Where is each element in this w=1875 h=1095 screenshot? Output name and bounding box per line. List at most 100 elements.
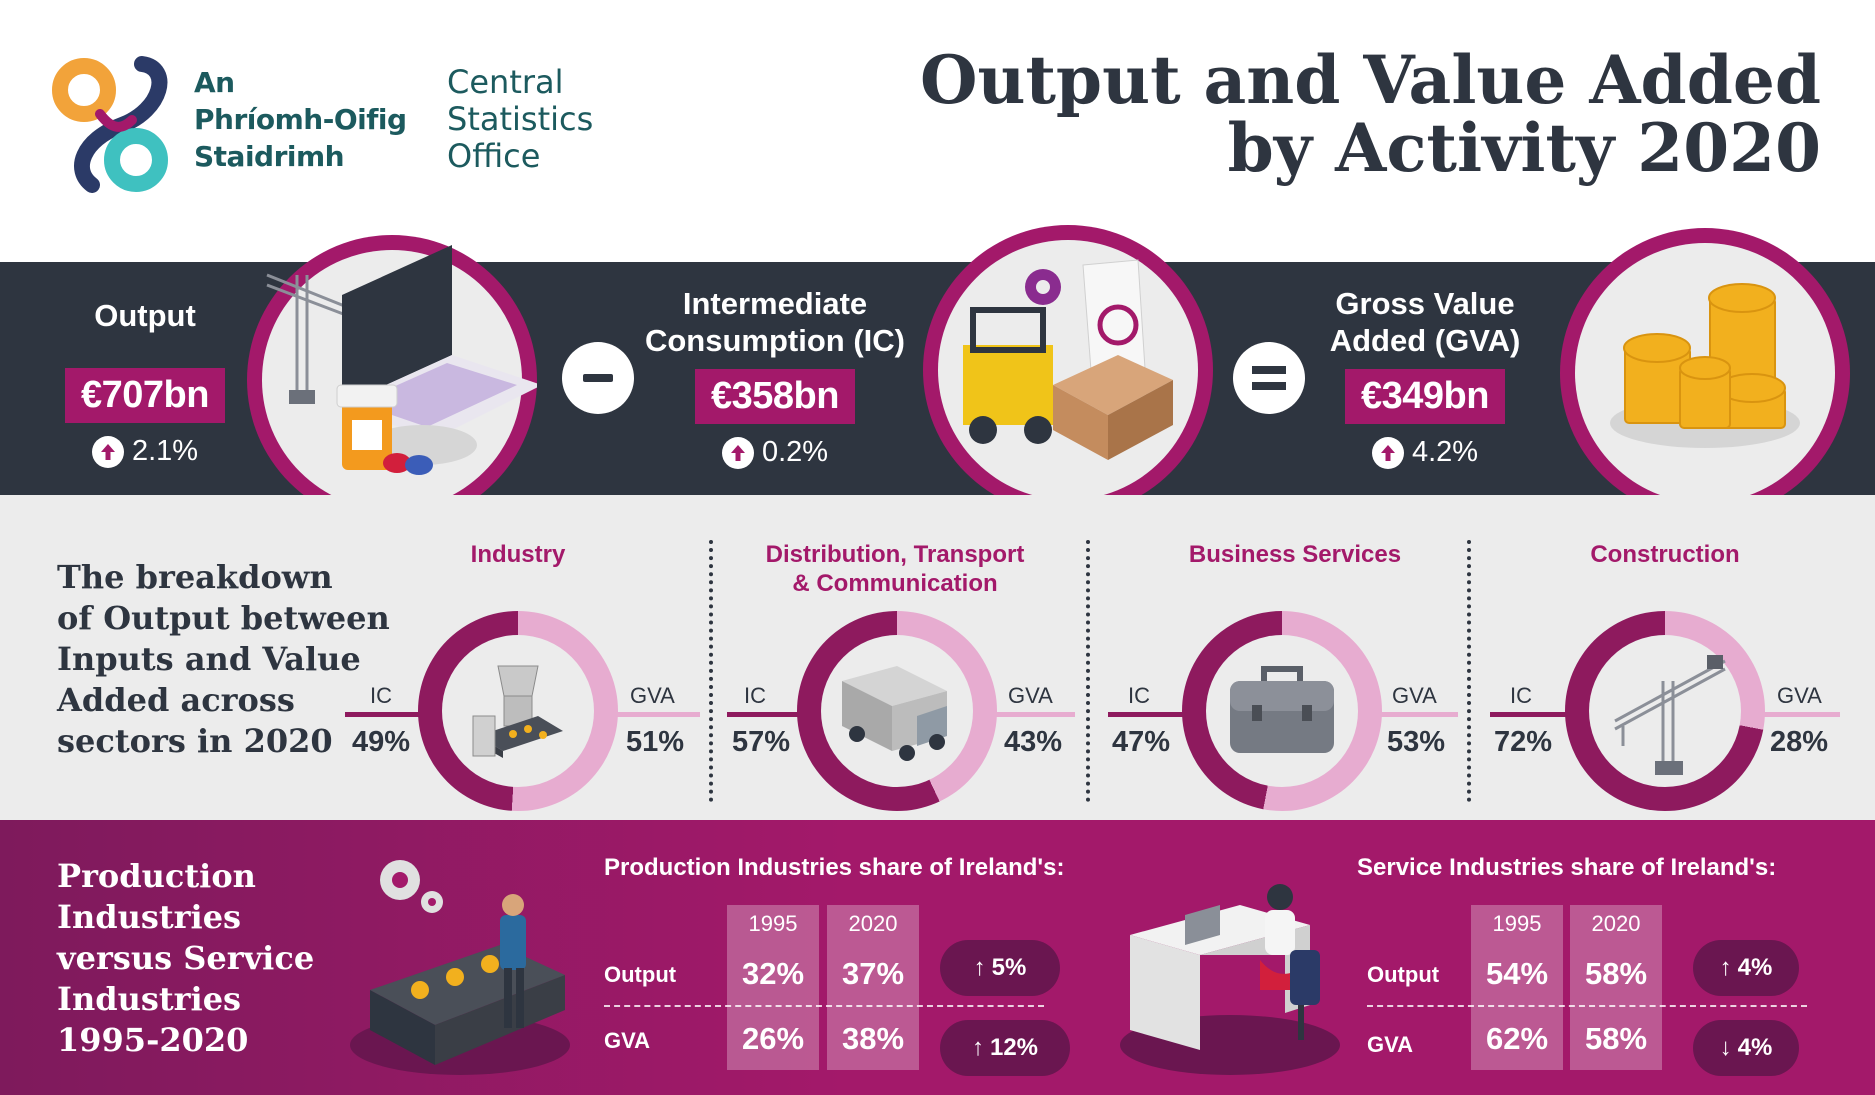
output-metric: Output €707bn 2.1% [50, 297, 240, 468]
equals-icon [1252, 366, 1286, 390]
logo-english-name: Central Statistics Office [447, 63, 594, 175]
ic-percent: 57% [732, 726, 791, 758]
output-change: 2.1% [50, 435, 240, 468]
production-line-worker-icon [350, 860, 570, 1075]
comparison-title: Production Industries versus Service Ind… [57, 857, 315, 1059]
services-col-2020 [1570, 905, 1662, 1070]
ic-label: IC [1510, 683, 1532, 708]
ic-line [1108, 712, 1188, 717]
ic-line [1490, 712, 1570, 717]
gva-line [1378, 712, 1458, 717]
gva-percent: 53% [1387, 726, 1446, 758]
sector-title-business-services: Business Services [1188, 541, 1402, 568]
row-divider [604, 1005, 1044, 1007]
ic-line [727, 712, 807, 717]
ic-percent: 72% [1494, 726, 1553, 758]
services-gva-1995: 62% [1485, 1021, 1549, 1056]
gva-percent: 28% [1770, 726, 1829, 758]
briefcase-icon [1230, 666, 1334, 753]
sector-title-distribution: Distribution, Transport & Communication [765, 541, 1025, 597]
ic-value: €358bn [695, 369, 855, 424]
sector-title-industry: Industry [470, 541, 566, 568]
production-col-2020 [827, 905, 919, 1070]
arrow-up-icon [721, 436, 754, 469]
equals-operator [1233, 342, 1305, 414]
industry-machine-icon [472, 665, 563, 758]
year-label-1995: 1995 [748, 911, 798, 936]
sector-divider [709, 540, 713, 802]
arrow-up-icon [1371, 436, 1404, 469]
ic-line [345, 712, 425, 717]
production-output-2020: 37% [841, 956, 905, 991]
sector-divider [1086, 540, 1090, 802]
ic-label: Intermediate Consumption (IC) [644, 286, 905, 358]
row-label-output: Output [604, 962, 677, 987]
forklift-pallet-icon [963, 259, 1173, 460]
services-output-change: ↑ 4% [1693, 940, 1799, 996]
gva-label: GVA [1392, 683, 1437, 708]
sector-divider [1467, 540, 1471, 802]
gva-value: €349bn [1345, 369, 1505, 424]
year-label-2020: 2020 [1591, 911, 1641, 936]
gva-percent: 43% [1004, 726, 1063, 758]
gva-illustration [1560, 228, 1850, 518]
services-output-2020: 58% [1584, 956, 1648, 991]
sector-donut [1182, 611, 1382, 811]
gva-label: GVA [1777, 683, 1822, 708]
ic-percent: 49% [352, 726, 411, 758]
production-gva-1995: 26% [741, 1021, 805, 1056]
year-label-1995: 1995 [1492, 911, 1542, 936]
gva-change: 4.2% [1300, 436, 1550, 469]
output-label: Output [94, 298, 196, 333]
comparison-band [0, 820, 1875, 1095]
production-col-1995 [727, 905, 819, 1070]
arrow-up-icon: ↑ [973, 954, 986, 981]
row-label-gva: GVA [604, 1028, 651, 1053]
logo-irish-name: An Phríomh-Oifig Staidrimh [194, 66, 407, 173]
ic-change: 0.2% [630, 436, 920, 469]
gva-line [995, 712, 1075, 717]
ic-label: IC [1128, 683, 1150, 708]
sector-donut [418, 611, 618, 811]
gva-metric: Gross Value Added (GVA) €349bn 4.2% [1300, 285, 1550, 469]
row-label-gva: GVA [1367, 1032, 1414, 1057]
services-output-1995: 54% [1485, 956, 1549, 991]
output-value: €707bn [65, 368, 225, 423]
cso-logo [52, 56, 168, 193]
arrow-up-icon: ↑ [971, 1034, 984, 1061]
sector-donut [1565, 611, 1765, 811]
row-divider [1367, 1005, 1807, 1007]
ic-metric: Intermediate Consumption (IC) €358bn 0.2… [630, 285, 920, 469]
services-gva-2020: 58% [1584, 1021, 1648, 1056]
sector-donut [797, 611, 997, 811]
production-output-change: ↑ 5% [940, 940, 1060, 996]
gva-label: GVA [630, 683, 675, 708]
office-worker-desk-icon [1120, 884, 1340, 1075]
production-output-1995: 32% [741, 956, 805, 991]
row-label-output: Output [1367, 962, 1440, 987]
arrow-down-icon: ↓ [1719, 1034, 1732, 1061]
ic-illustration [923, 225, 1213, 515]
arrow-up-icon [91, 435, 124, 468]
minus-operator [562, 342, 634, 414]
production-gva-2020: 38% [841, 1021, 905, 1056]
crane-icon [1614, 655, 1726, 775]
ic-label: IC [744, 683, 766, 708]
truck-icon [842, 666, 947, 761]
page-title: Output and Value Added by Activity 2020 [919, 41, 1821, 187]
ic-label: IC [370, 683, 392, 708]
breakdown-title: The breakdown of Output between Inputs a… [57, 558, 390, 760]
services-gva-change: ↓ 4% [1693, 1020, 1799, 1076]
gva-label: GVA [1008, 683, 1053, 708]
arrow-up-icon: ↑ [1719, 954, 1732, 981]
year-label-2020: 2020 [848, 911, 898, 936]
services-share-heading: Service Industries share of Ireland's: [1357, 854, 1777, 881]
minus-icon [583, 374, 613, 382]
services-col-1995 [1471, 905, 1563, 1070]
production-share-heading: Production Industries share of Ireland's… [604, 854, 1065, 881]
gva-label: Gross Value Added (GVA) [1329, 286, 1521, 358]
output-illustration [247, 235, 537, 525]
laptop-crane-pills-icon [266, 245, 537, 475]
sector-title-construction: Construction [1590, 541, 1740, 568]
gva-percent: 51% [626, 726, 685, 758]
